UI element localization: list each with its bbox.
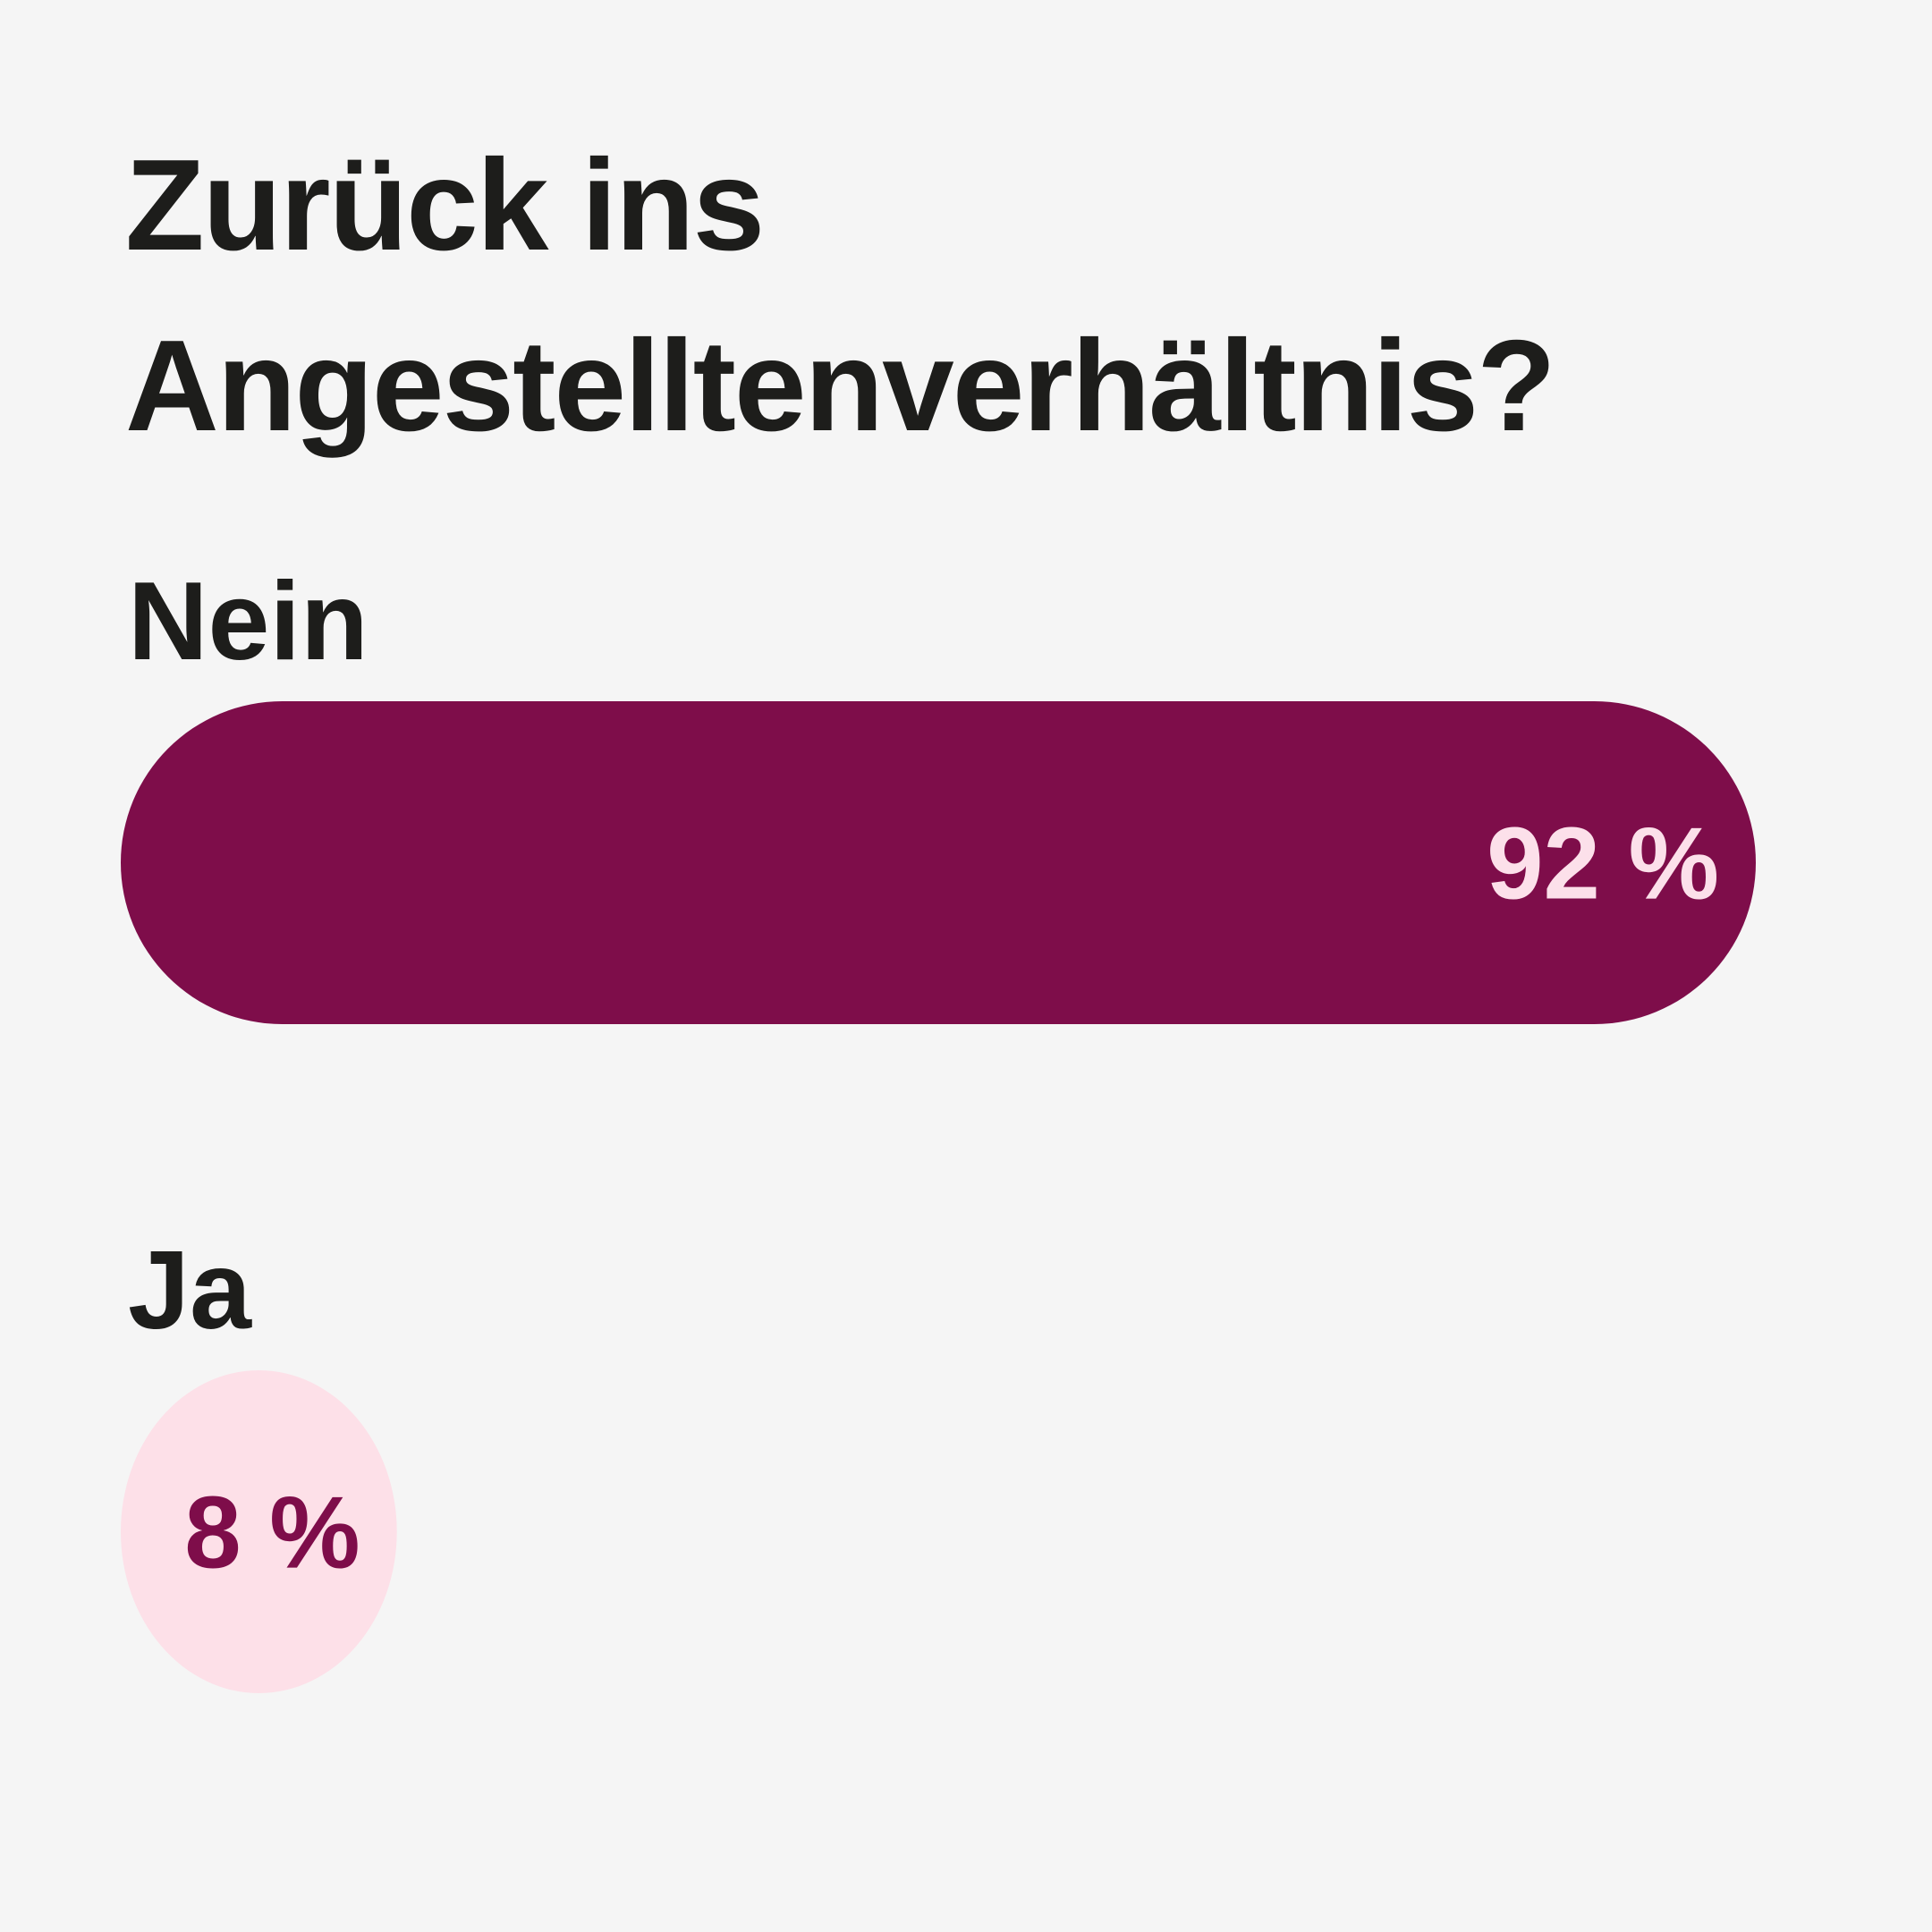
category-label: Nein bbox=[128, 560, 369, 683]
value-label: 8 % bbox=[184, 1477, 360, 1590]
chart-title: Zurück ins Angestelltenverhältnis? bbox=[125, 132, 1556, 458]
category-label: Ja bbox=[128, 1229, 252, 1352]
value-label: 92 % bbox=[1487, 808, 1719, 921]
bar bbox=[121, 1370, 397, 1693]
bar bbox=[121, 701, 1756, 1024]
